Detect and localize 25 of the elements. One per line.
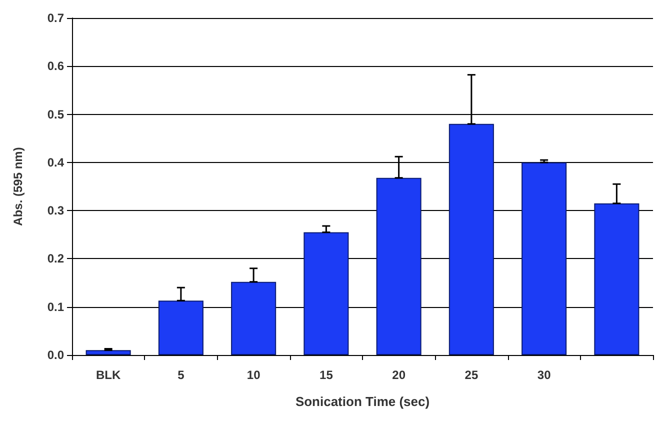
y-tick-label: 0.2 — [47, 252, 64, 266]
bar — [158, 300, 204, 355]
y-tick-label: 0.0 — [47, 348, 64, 362]
bar — [522, 162, 567, 355]
bar — [231, 282, 276, 355]
bar — [448, 124, 494, 355]
bar — [86, 350, 131, 355]
bar — [376, 178, 422, 355]
y-tick-label: 0.1 — [47, 300, 64, 314]
x-tick-label: 15 — [320, 368, 334, 382]
x-tick-label: BLK — [96, 368, 121, 382]
y-tick-label: 0.7 — [47, 11, 64, 25]
x-tick-label: 10 — [246, 368, 261, 382]
y-tick-label: 0.4 — [47, 155, 64, 170]
y-axis-title: Abs. (595 nm) — [11, 147, 25, 226]
y-tick-label: 0.3 — [47, 204, 64, 218]
bar — [304, 232, 349, 355]
y-tick-label: 0.5 — [47, 107, 64, 122]
x-tick-label: 20 — [392, 368, 406, 382]
x-axis-title: Sonication Time (sec) — [295, 394, 430, 409]
x-tick-label: 30 — [537, 368, 552, 382]
bar — [594, 203, 640, 355]
x-tick-label: 5 — [178, 368, 185, 382]
x-tick-label: 25 — [464, 368, 478, 382]
y-tick-label: 0.6 — [47, 59, 64, 74]
